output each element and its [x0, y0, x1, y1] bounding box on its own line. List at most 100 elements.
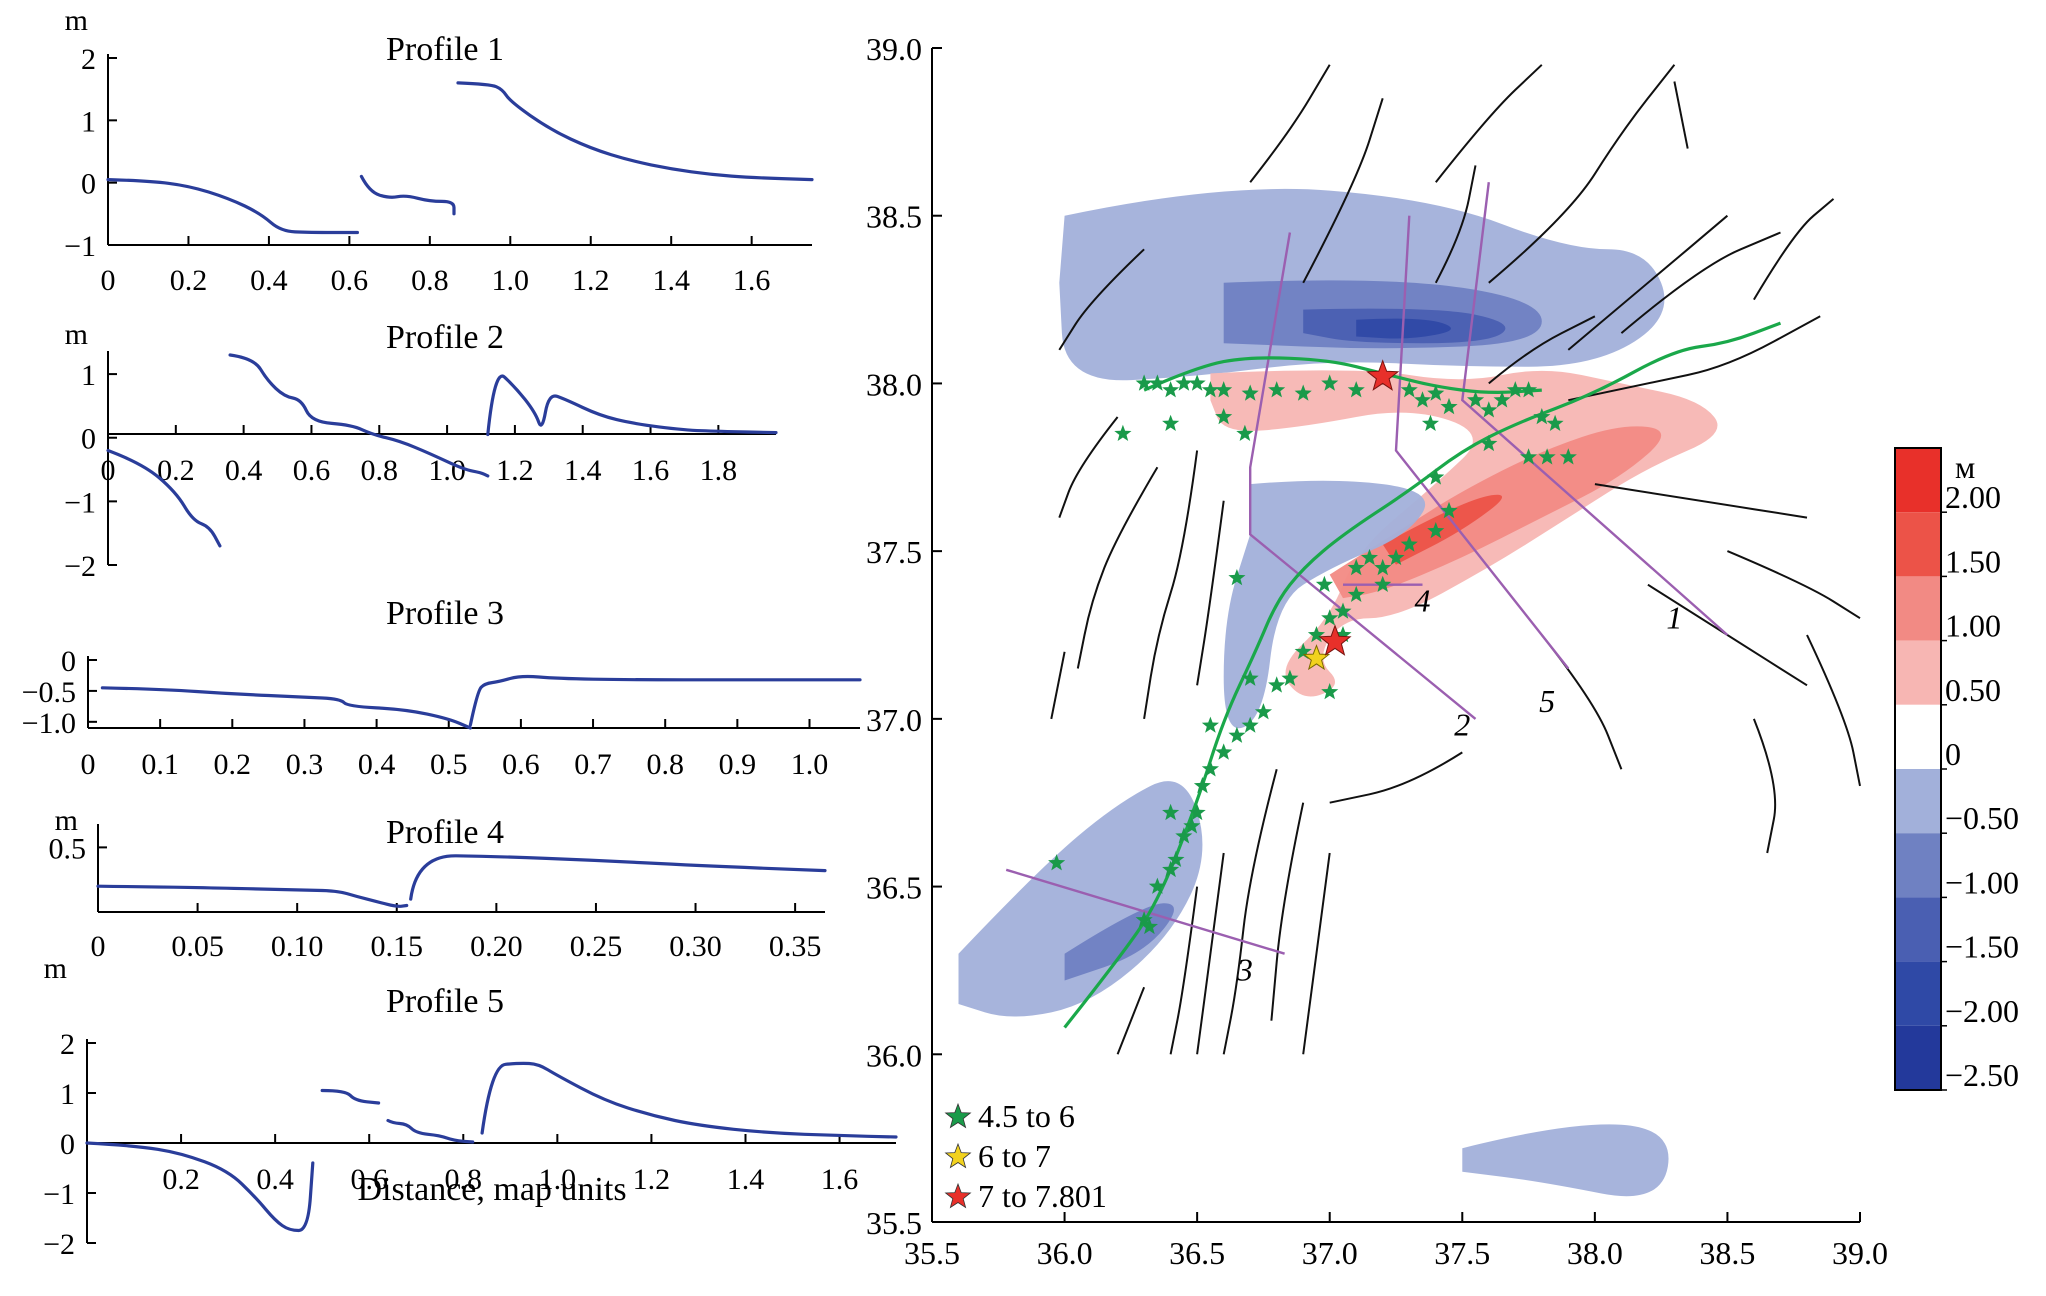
x-tick-label: 0.8 [411, 264, 449, 297]
legend-label: 6 to 7 [978, 1138, 1051, 1174]
epicenter-star-small [1421, 414, 1439, 431]
fault-line [1806, 634, 1861, 787]
epicenter-star-small [1427, 468, 1445, 485]
colorbar-tick-label: 1.50 [1945, 543, 2001, 579]
legend-label: 7 to 7.801 [978, 1178, 1107, 1214]
x-tick-label: 0.30 [669, 930, 722, 963]
epicenter-star-small [1135, 374, 1153, 391]
profile-line [228, 353, 490, 478]
fault-line [1143, 450, 1199, 720]
fault-line [1050, 651, 1066, 720]
colorbar-tick-label: −1.50 [1945, 929, 2019, 965]
colorbar-swatch [1895, 961, 1941, 1026]
x-tick-label: 1.4 [652, 264, 690, 297]
profile-title: Profile 1 [386, 31, 504, 68]
epicenter-star-small [1538, 448, 1556, 465]
y-tick-label: 0.5 [49, 832, 87, 865]
epicenter-star-small [1268, 676, 1286, 693]
y-tick-label: −2 [43, 1228, 75, 1261]
map-y-tick-label: 36.0 [866, 1037, 922, 1073]
fault-line [1169, 886, 1199, 1055]
epicenter-star-small [1201, 381, 1219, 398]
map-y-tick-label: 36.5 [866, 870, 922, 906]
y-tick-label: 0 [61, 645, 76, 678]
epicenter-star-small [1467, 391, 1485, 408]
epicenter-star-small [1400, 381, 1418, 398]
epicenter-star-small [1215, 408, 1233, 425]
fault-line [1270, 802, 1305, 1021]
epicenter-star-small [1440, 397, 1458, 415]
epicenter-star-small [1148, 374, 1166, 391]
profile-track-label: 2 [1454, 707, 1470, 743]
epicenter-star-small [1281, 669, 1299, 686]
epicenter-star-small [1135, 911, 1153, 928]
x-tick-label: 0.6 [331, 264, 369, 297]
fault-line [1567, 214, 1729, 351]
profile-title: Profile 5 [386, 983, 504, 1020]
epicenter-star-small [1215, 743, 1233, 760]
legend-star [944, 1102, 972, 1129]
profile-track-label: 4 [1415, 583, 1431, 619]
epicenter-star-small [1480, 401, 1498, 418]
x-tick-label: 1.0 [492, 264, 530, 297]
colorbar-swatch [1895, 769, 1941, 834]
fault-line [1673, 81, 1689, 149]
x-tick-label: 1.2 [633, 1163, 671, 1196]
map-x-tick-label: 38.5 [1699, 1235, 1755, 1271]
colorbar-swatch [1895, 512, 1941, 577]
map-x-tick-label: 38.0 [1567, 1235, 1623, 1271]
epicenter-star-small [1387, 548, 1405, 566]
epicenter-star-small [1347, 558, 1365, 576]
epicenter-star-small [1241, 716, 1259, 733]
colorbar-tick-label: 2.00 [1945, 479, 2001, 515]
map-y-tick-label: 37.5 [866, 534, 922, 570]
profile-2: 10−1−20 0.2 0.4 0.6 0.8 1.0 1.2 1.4 1.6 1.8Profil… [64, 318, 778, 583]
epicenter-star-small [1228, 569, 1246, 586]
x-tick-label: 1.0 [539, 1163, 577, 1196]
x-tick-label: 0.3 [286, 748, 324, 781]
epicenter-star-small [1347, 585, 1365, 602]
fault-line [1568, 315, 1821, 402]
colorbar-swatch [1895, 448, 1941, 513]
profile-3: 0−0.5−1.00 0.1 0.2 0.3 0.4 0.5 0.6 0.7 0.8 0.9 1.0… [22, 595, 862, 781]
epicenter-star-small [1321, 374, 1339, 391]
epicenter-star-small [1228, 726, 1246, 743]
y-tick-label: 1 [81, 105, 96, 138]
profile-line [106, 448, 222, 548]
fault-line [1435, 64, 1543, 183]
x-tick-label: 0.7 [574, 748, 612, 781]
epicenter-star-small [1175, 827, 1193, 844]
epicenter-star-small [1162, 860, 1180, 878]
displacement-area [1462, 1124, 1669, 1197]
y-tick-label: −0.5 [22, 676, 76, 709]
x-tick-label: 0.9 [719, 748, 757, 781]
epicenter-star-small [1480, 434, 1498, 452]
y-tick-label: −2 [64, 550, 96, 583]
x-tick-label: 1.6 [821, 1163, 859, 1196]
fault-line [1488, 64, 1676, 284]
y-unit-label: m [65, 4, 88, 37]
x-tick-label: 0.15 [371, 930, 424, 963]
y-tick-label: −1 [43, 1178, 75, 1211]
x-tick-label: 1.2 [572, 264, 610, 297]
colorbar-tick-label: 0 [1945, 736, 1961, 772]
epicenter-star-small [1520, 381, 1538, 398]
colorbar-swatch [1895, 833, 1941, 898]
epicenter-star-small [1307, 626, 1325, 643]
map-y-tick-label: 37.0 [866, 702, 922, 738]
y-tick-label: −1 [64, 230, 96, 263]
epicenter-star-small [1294, 384, 1312, 401]
x-tick-label: 0.8 [445, 1163, 483, 1196]
profile-track [1005, 868, 1285, 955]
y-unit-label: m [65, 318, 88, 351]
x-tick-label: 0.35 [769, 930, 822, 963]
colorbar-swatch [1895, 704, 1941, 769]
x-tick-label: 1.6 [632, 454, 670, 487]
y-tick-label: 2 [60, 1028, 75, 1061]
profile-line [320, 1088, 381, 1105]
fault-line [1329, 751, 1463, 804]
profile-track [1394, 215, 1570, 670]
y-tick-label: 1 [60, 1078, 75, 1111]
x-tick-label: 0.4 [358, 748, 396, 781]
